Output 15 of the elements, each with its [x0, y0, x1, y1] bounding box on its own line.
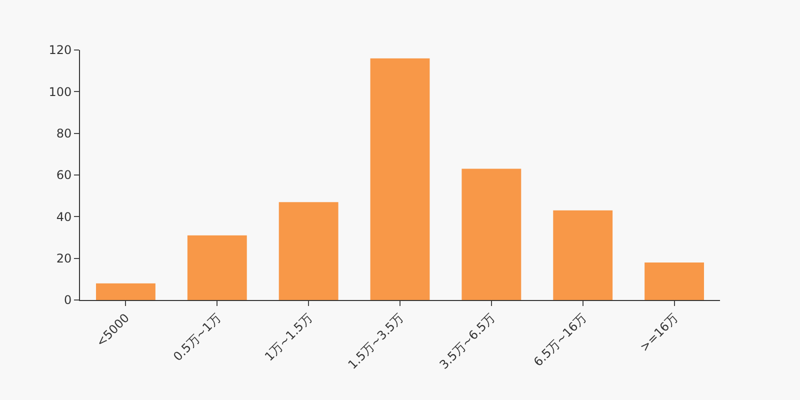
y-tick-label: 0	[64, 293, 72, 308]
y-tick-label: 80	[56, 126, 72, 141]
x-tick-label: 0.5万~1万	[170, 310, 224, 364]
y-tick-label: 40	[56, 210, 72, 224]
bar	[278, 202, 338, 300]
bar	[462, 168, 522, 300]
bar	[96, 283, 156, 300]
y-tick-label: 60	[56, 168, 72, 182]
y-tick-label: 120	[48, 43, 72, 58]
bar	[644, 262, 704, 300]
y-tick-label: 100	[48, 84, 72, 99]
bar	[187, 235, 247, 300]
bar	[370, 58, 430, 300]
bar	[553, 210, 613, 300]
y-tick-label: 20	[56, 252, 72, 266]
